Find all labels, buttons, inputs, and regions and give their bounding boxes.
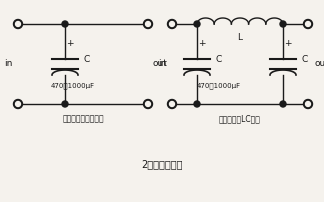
Circle shape xyxy=(280,101,286,107)
Circle shape xyxy=(304,20,313,28)
Text: 470～1000μF: 470～1000μF xyxy=(197,83,241,89)
Text: +: + xyxy=(198,40,206,48)
Circle shape xyxy=(144,20,153,28)
Text: C: C xyxy=(216,55,222,63)
Circle shape xyxy=(14,20,22,28)
Text: L: L xyxy=(237,34,242,42)
Circle shape xyxy=(280,21,286,27)
Circle shape xyxy=(168,100,177,108)
Text: C: C xyxy=(84,55,90,63)
Circle shape xyxy=(306,22,310,26)
Circle shape xyxy=(145,102,150,106)
Text: out: out xyxy=(315,60,324,68)
Circle shape xyxy=(169,22,175,26)
Text: in: in xyxy=(158,60,166,68)
Circle shape xyxy=(304,100,313,108)
Text: in: in xyxy=(4,60,12,68)
Circle shape xyxy=(144,100,153,108)
Circle shape xyxy=(168,20,177,28)
Circle shape xyxy=(194,101,200,107)
Text: C: C xyxy=(302,55,308,63)
Circle shape xyxy=(62,21,68,27)
Text: 电源滤波－电容滤波: 电源滤波－电容滤波 xyxy=(62,115,104,123)
Circle shape xyxy=(62,101,68,107)
Text: out: out xyxy=(153,60,168,68)
Circle shape xyxy=(14,100,22,108)
Text: 2、电源滤波器: 2、电源滤波器 xyxy=(141,159,183,169)
Circle shape xyxy=(306,102,310,106)
Circle shape xyxy=(16,22,20,26)
Text: +: + xyxy=(284,40,292,48)
Circle shape xyxy=(16,102,20,106)
Text: 电源滤波－LC滤波: 电源滤波－LC滤波 xyxy=(219,115,261,123)
Circle shape xyxy=(145,22,150,26)
Text: +: + xyxy=(66,40,74,48)
Text: 470～1000μF: 470～1000μF xyxy=(51,83,95,89)
Circle shape xyxy=(169,102,175,106)
Circle shape xyxy=(194,21,200,27)
